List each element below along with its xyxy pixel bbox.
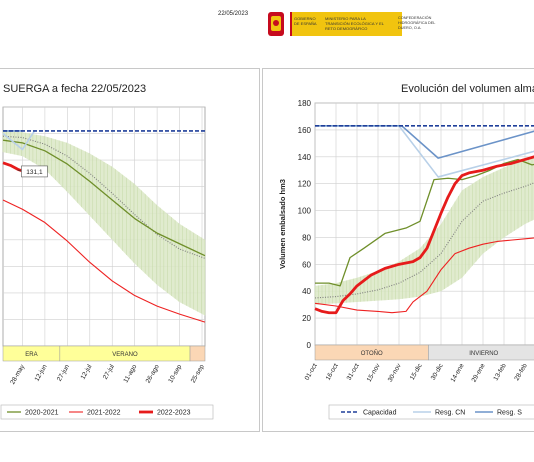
right-x-tick-label: 31-oct (346, 362, 361, 381)
right-y-axis-label: Volumen embalsado hm3 (278, 179, 287, 269)
logo-government-text: GOBIERNO DE ESPAÑA (294, 16, 317, 26)
right-chart-title: Evolución del volumen almace (401, 83, 534, 95)
right-x-tick-label: 15-dic (409, 362, 424, 381)
right-y-tick-label: 60 (302, 260, 311, 269)
right-x-tick-label: 13-feb (492, 362, 507, 382)
right-x-tick-label: 16-oct (325, 362, 340, 381)
right-y-tick-label: 180 (298, 99, 312, 108)
government-logo: GOBIERNO DE ESPAÑA MINISTERIO PARA LA TR… (265, 9, 436, 41)
left-x-tick-label: 28-may (9, 363, 26, 386)
left-legend-box (0, 404, 214, 420)
left-x-tick-label: 27-jun (56, 363, 71, 382)
right-legend-box (328, 404, 534, 420)
right-y-tick-label: 140 (298, 153, 312, 162)
right-y-tick-label: 120 (298, 180, 312, 189)
right-season-label: OTOÑO (361, 350, 383, 357)
right-x-tick-label: 14-ene (450, 362, 466, 383)
right-legend-label: Capacidad (363, 410, 397, 417)
right-y-tick-label: 160 (298, 126, 312, 135)
left-season-segment (189, 345, 206, 362)
left-legend-label: 2020-2021 (25, 410, 59, 417)
right-y-tick-label: 0 (307, 341, 312, 350)
right-chart-panel: Evolución del volumen almace OTOÑO INVIER… (262, 68, 534, 432)
right-x-tick-label: 15-nov (366, 362, 382, 383)
right-x-tick-label: 30-nov (387, 362, 403, 383)
right-legend-label: Resg. CN (435, 410, 465, 417)
left-x-tick-label: 11-ago (122, 363, 138, 384)
right-season-invierno (428, 344, 534, 361)
coat-of-arms-icon (268, 12, 284, 36)
logo-background (292, 12, 402, 36)
logo-divider (290, 12, 292, 36)
left-legend-label: 2021-2022 (87, 410, 121, 417)
left-legend-label: 2022-2023 (157, 410, 191, 417)
left-season-label: ERA (25, 352, 37, 358)
left-series-2021-2022 (2, 199, 206, 323)
logo-ministry-text: MINISTERIO PARA LA TRANSICIÓN ECOLÓGICA … (325, 16, 384, 31)
right-y-tick-label: 80 (302, 233, 311, 242)
left-annotation-box (21, 165, 48, 178)
left-x-tick-label: 12-jul (80, 363, 94, 381)
left-x-tick-label: 27-jul (102, 363, 116, 381)
left-x-tick-label: 25-sep (190, 363, 206, 384)
left-series-2020-2021 (2, 139, 206, 257)
left-annotation-value: 131,1 (26, 169, 43, 176)
right-series-2022-2023 (314, 155, 534, 315)
left-series-median (2, 135, 206, 259)
right-y-tick-label: 40 (302, 287, 311, 296)
right-series-median (314, 182, 534, 299)
right-season-label: INVIERNO (469, 351, 498, 357)
right-y-tick-label: 20 (302, 314, 311, 323)
left-chart-title: SUERGA a fecha 22/05/2023 (3, 83, 147, 95)
report-date: 22/05/2023 (218, 11, 249, 17)
left-chart-panel: SUERGA a fecha 22/05/2023 ERA VERANO 28-ma… (0, 68, 260, 432)
right-series-2021-2022 (314, 237, 534, 314)
right-x-tick-label: 29-ene (471, 362, 487, 383)
right-x-tick-label: 30-dic (430, 362, 445, 381)
right-series-2020-2021 (315, 158, 534, 287)
right-y-tick-label: 100 (298, 207, 312, 216)
right-legend-label: Resg. S (497, 410, 522, 417)
right-x-tick-label: 28-feb (513, 362, 528, 382)
left-x-tick-label: 12-jun (34, 363, 49, 382)
left-x-tick-label: 10-sep (167, 363, 183, 384)
logo-confederation-text: CONFEDERACIÓN HIDROGRÁFICA DEL DUERO, O.… (398, 16, 436, 30)
right-x-tick-label: 01-oct (304, 362, 319, 381)
left-series-resg-cn (2, 130, 36, 151)
right-chart: OTOÑO INVIERNO 01-oct 16-oct 31-oct 15-nov 30-… (278, 99, 534, 420)
left-season-label: VERANO (112, 352, 138, 358)
left-chart: ERA VERANO 28-may 12-jun 27-jun 12-jul 27-jul 1… (0, 106, 214, 420)
left-x-tick-label: 26-ago (145, 363, 161, 384)
